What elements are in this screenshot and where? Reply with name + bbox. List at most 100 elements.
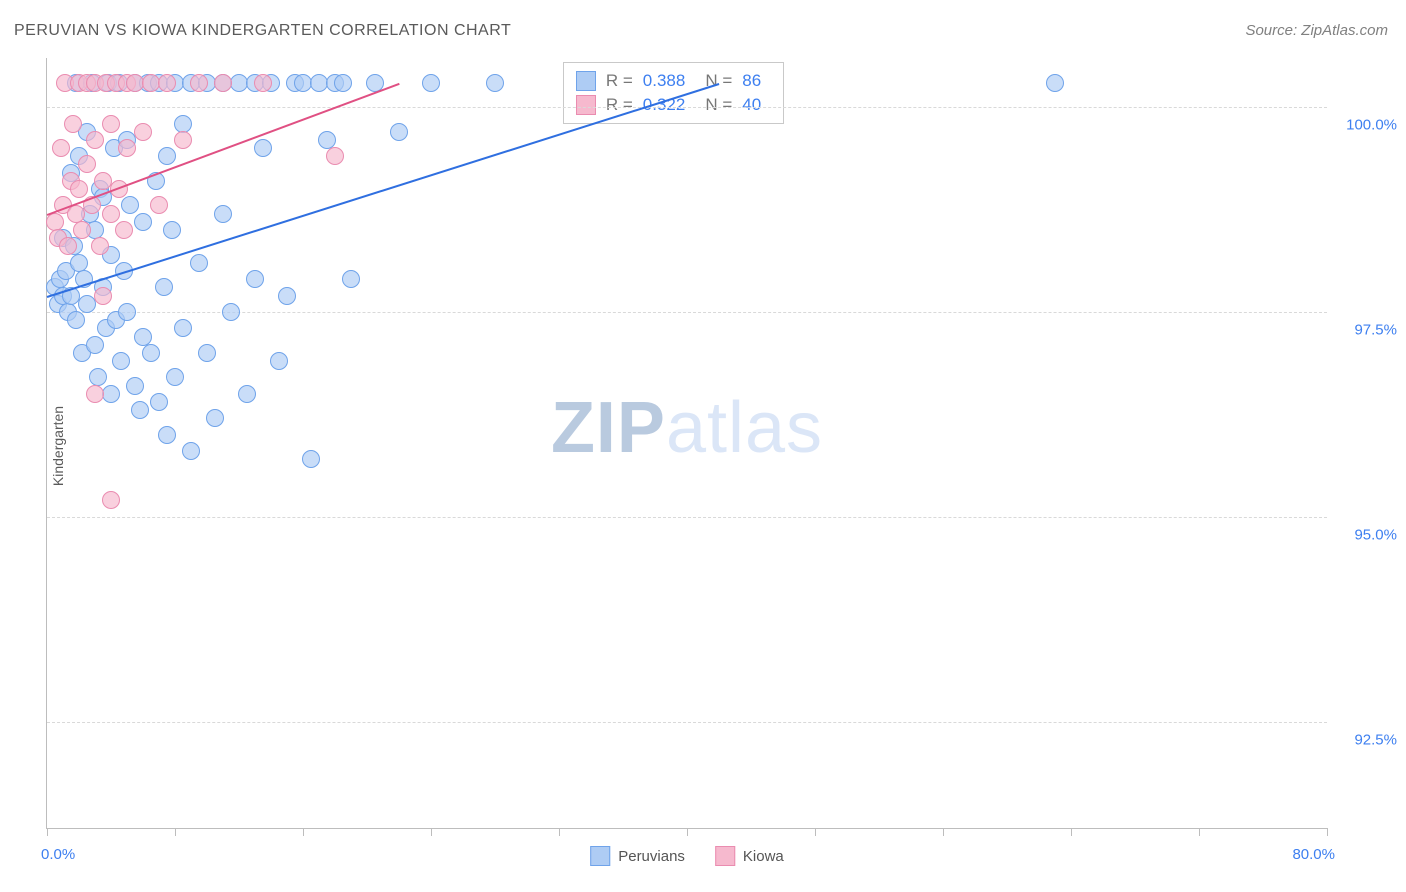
data-point bbox=[190, 254, 208, 272]
data-point bbox=[134, 213, 152, 231]
data-point bbox=[86, 336, 104, 354]
stats-N-label: N = bbox=[705, 93, 732, 117]
stats-swatch bbox=[576, 95, 596, 115]
data-point bbox=[134, 123, 152, 141]
gridline-h bbox=[47, 722, 1327, 723]
data-point bbox=[67, 311, 85, 329]
y-tick-label: 100.0% bbox=[1337, 117, 1397, 134]
stats-N-value: 86 bbox=[742, 69, 761, 93]
data-point bbox=[158, 147, 176, 165]
data-point bbox=[78, 155, 96, 173]
gridline-h bbox=[47, 517, 1327, 518]
data-point bbox=[174, 131, 192, 149]
data-point bbox=[118, 139, 136, 157]
data-point bbox=[112, 352, 130, 370]
data-point bbox=[182, 442, 200, 460]
x-tick bbox=[47, 828, 48, 836]
data-point bbox=[163, 221, 181, 239]
data-point bbox=[73, 221, 91, 239]
legend-swatch bbox=[715, 846, 735, 866]
data-point bbox=[334, 74, 352, 92]
data-point bbox=[94, 287, 112, 305]
legend: Peruvians Kiowa bbox=[590, 846, 784, 866]
x-tick bbox=[1199, 828, 1200, 836]
data-point bbox=[222, 303, 240, 321]
data-point bbox=[52, 139, 70, 157]
data-point bbox=[70, 180, 88, 198]
data-point bbox=[214, 205, 232, 223]
x-tick bbox=[815, 828, 816, 836]
stats-box: R =0.388N =86R =0.322N =40 bbox=[563, 62, 784, 124]
data-point bbox=[46, 213, 64, 231]
trend-line bbox=[47, 83, 720, 298]
x-tick bbox=[943, 828, 944, 836]
legend-label: Peruvians bbox=[618, 848, 685, 865]
x-tick bbox=[303, 828, 304, 836]
data-point bbox=[190, 74, 208, 92]
data-point bbox=[158, 74, 176, 92]
data-point bbox=[166, 368, 184, 386]
data-point bbox=[142, 344, 160, 362]
y-tick-label: 97.5% bbox=[1337, 321, 1397, 338]
chart-title: PERUVIAN VS KIOWA KINDERGARTEN CORRELATI… bbox=[14, 22, 511, 40]
stats-row: R =0.388N =86 bbox=[576, 69, 771, 93]
data-point bbox=[102, 205, 120, 223]
watermark: ZIPatlas bbox=[551, 387, 823, 469]
watermark-zip: ZIP bbox=[551, 388, 666, 468]
data-point bbox=[64, 115, 82, 133]
data-point bbox=[134, 328, 152, 346]
legend-label: Kiowa bbox=[743, 848, 784, 865]
data-point bbox=[121, 196, 139, 214]
data-point bbox=[126, 377, 144, 395]
stats-R-label: R = bbox=[606, 69, 633, 93]
chart-source: Source: ZipAtlas.com bbox=[1245, 22, 1388, 39]
data-point bbox=[59, 237, 77, 255]
data-point bbox=[174, 115, 192, 133]
data-point bbox=[318, 131, 336, 149]
data-point bbox=[131, 401, 149, 419]
y-tick-label: 92.5% bbox=[1337, 731, 1397, 748]
data-point bbox=[102, 385, 120, 403]
data-point bbox=[158, 426, 176, 444]
data-point bbox=[246, 270, 264, 288]
watermark-atlas: atlas bbox=[666, 388, 823, 468]
y-tick-label: 95.0% bbox=[1337, 526, 1397, 543]
x-tick bbox=[1327, 828, 1328, 836]
x-tick bbox=[1071, 828, 1072, 836]
data-point bbox=[254, 74, 272, 92]
data-point bbox=[198, 344, 216, 362]
data-point bbox=[486, 74, 504, 92]
stats-N-label: N = bbox=[705, 69, 732, 93]
legend-item: Kiowa bbox=[715, 846, 784, 866]
gridline-h bbox=[47, 107, 1327, 108]
x-axis-min-label: 0.0% bbox=[41, 846, 75, 863]
data-point bbox=[102, 115, 120, 133]
data-point bbox=[174, 319, 192, 337]
data-point bbox=[155, 278, 173, 296]
data-point bbox=[115, 221, 133, 239]
data-point bbox=[206, 409, 224, 427]
stats-swatch bbox=[576, 71, 596, 91]
data-point bbox=[326, 147, 344, 165]
data-point bbox=[89, 368, 107, 386]
data-point bbox=[238, 385, 256, 403]
legend-item: Peruvians bbox=[590, 846, 685, 866]
data-point bbox=[1046, 74, 1064, 92]
stats-N-value: 40 bbox=[742, 93, 761, 117]
data-point bbox=[150, 393, 168, 411]
data-point bbox=[150, 196, 168, 214]
data-point bbox=[342, 270, 360, 288]
data-point bbox=[390, 123, 408, 141]
data-point bbox=[422, 74, 440, 92]
data-point bbox=[302, 450, 320, 468]
data-point bbox=[214, 74, 232, 92]
x-axis-max-label: 80.0% bbox=[1292, 846, 1335, 863]
plot-area: ZIPatlas R =0.388N =86R =0.322N =40 Peru… bbox=[46, 58, 1327, 829]
data-point bbox=[270, 352, 288, 370]
legend-swatch bbox=[590, 846, 610, 866]
chart-container: PERUVIAN VS KIOWA KINDERGARTEN CORRELATI… bbox=[0, 0, 1406, 892]
x-tick bbox=[559, 828, 560, 836]
x-tick bbox=[687, 828, 688, 836]
data-point bbox=[278, 287, 296, 305]
trend-line bbox=[47, 83, 400, 216]
